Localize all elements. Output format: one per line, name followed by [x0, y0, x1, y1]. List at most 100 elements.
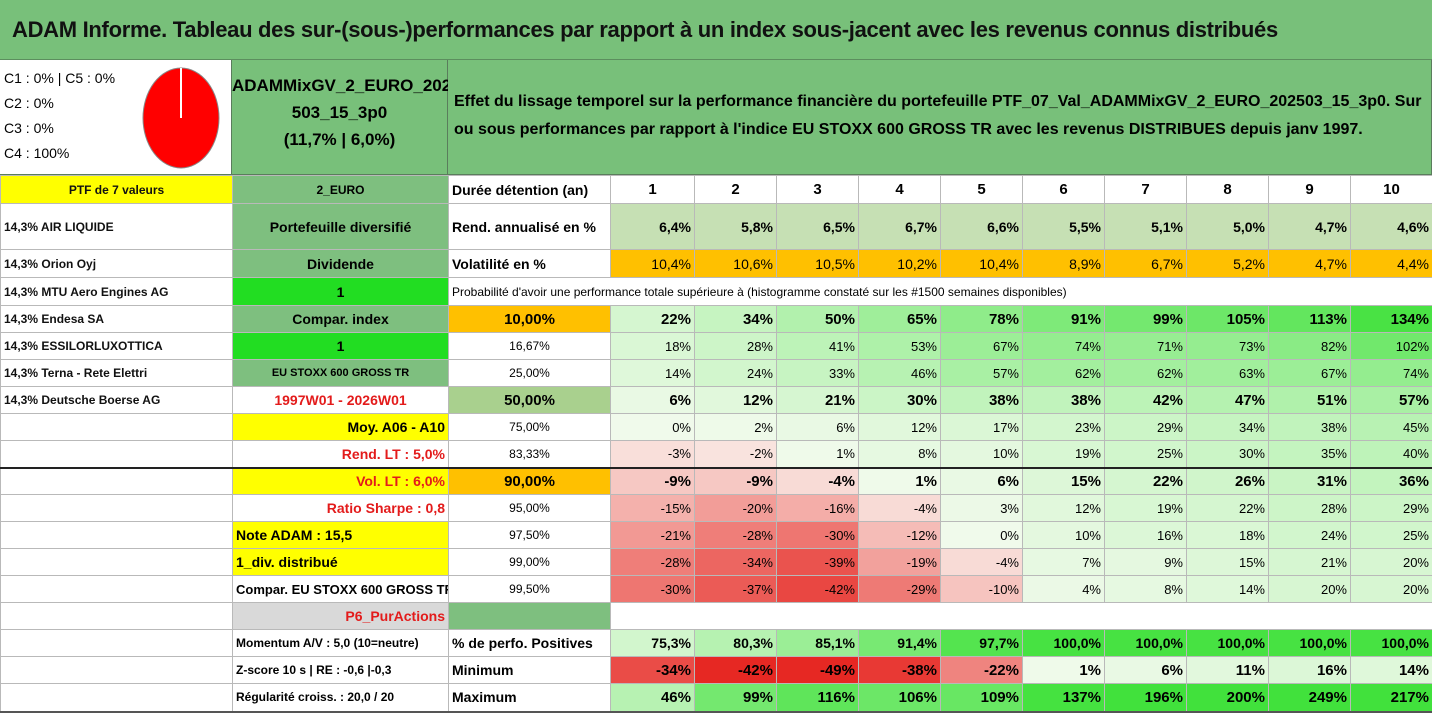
empty-cell	[448, 602, 611, 630]
row-label: 1_div. distribué	[232, 548, 449, 576]
value-cell: -30%	[776, 521, 859, 549]
table-row: Compar. EU STOXX 600 GROSS TR 99,50% -30% -…	[0, 575, 1432, 603]
row-metric-label: 16,67%	[448, 332, 611, 360]
value-cell: 14%	[610, 359, 695, 387]
value-cell: 62%	[1104, 359, 1187, 387]
holding-name: 14,3% Endesa SA	[0, 305, 233, 333]
holding-name	[0, 656, 233, 684]
row-label: Ratio Sharpe : 0,8	[232, 494, 449, 522]
value-cell: 6%	[776, 413, 859, 441]
table-row: 14,3% Endesa SA Compar. index 10,00% 22% 34%…	[0, 305, 1432, 333]
value-cell: 99%	[1104, 305, 1187, 333]
value-cell: 14%	[1350, 656, 1432, 684]
value-cell: -49%	[776, 656, 859, 684]
row-label: Vol. LT : 6,0%	[232, 466, 449, 495]
row-metric-label: Rend. annualisé en %	[448, 203, 611, 250]
value-cell: 10,4%	[940, 249, 1023, 278]
value-cell: 18%	[1186, 521, 1269, 549]
row-label: 1997W01 - 2026W01	[232, 386, 449, 414]
value-cell: 25%	[1104, 440, 1187, 468]
table-row: Note ADAM : 15,5 97,50% -21% -28% -30% -12% 0%…	[0, 521, 1432, 549]
table-header-row: PTF de 7 valeurs 2_EURO Durée détention (a…	[0, 175, 1432, 204]
table-row: Vol. LT : 6,0% 90,00% -9% -9% -4% 1% 6% 15% 22% 2…	[0, 466, 1432, 495]
value-cell: 41%	[776, 332, 859, 360]
value-cell: 2%	[694, 413, 777, 441]
value-cell: 5,8%	[694, 203, 777, 250]
value-cell: 16%	[1268, 656, 1351, 684]
year-header: 6	[1022, 175, 1105, 204]
value-cell: 38%	[1268, 413, 1351, 441]
value-cell: 21%	[776, 386, 859, 414]
value-cell: 28%	[1268, 494, 1351, 522]
value-cell: 102%	[1350, 332, 1432, 360]
value-cell: -2%	[694, 440, 777, 468]
value-cell: 20%	[1350, 548, 1432, 576]
row-label: Moy. A06 - A10	[232, 413, 449, 441]
value-cell: 73%	[1186, 332, 1269, 360]
value-cell: 63%	[1186, 359, 1269, 387]
value-cell: 106%	[858, 683, 941, 713]
row-metric-label: 90,00%	[448, 466, 611, 495]
value-cell: 74%	[1350, 359, 1432, 387]
value-cell: 19%	[1022, 440, 1105, 468]
value-cell: 20%	[1268, 575, 1351, 603]
value-cell: 3%	[940, 494, 1023, 522]
value-cell: -29%	[858, 575, 941, 603]
value-cell: 10,2%	[858, 249, 941, 278]
value-cell: 9%	[1104, 548, 1187, 576]
row-label: Compar. EU STOXX 600 GROSS TR	[232, 575, 449, 603]
value-cell: 8,9%	[1022, 249, 1105, 278]
value-cell: 10,6%	[694, 249, 777, 278]
value-cell: 217%	[1350, 683, 1432, 713]
value-cell: 46%	[858, 359, 941, 387]
row-metric-label: Volatilité en %	[448, 249, 611, 278]
holding-name: 14,3% Orion Oyj	[0, 249, 233, 278]
value-cell: 24%	[1268, 521, 1351, 549]
row-metric-label: 99,50%	[448, 575, 611, 603]
value-cell: 67%	[940, 332, 1023, 360]
row-label: Compar. index	[232, 305, 449, 333]
year-header: 9	[1268, 175, 1351, 204]
value-cell: -38%	[858, 656, 941, 684]
value-cell: -9%	[694, 466, 777, 495]
holding-name: 14,3% ESSILORLUXOTTICA	[0, 332, 233, 360]
row-label: Dividende	[232, 249, 449, 278]
value-cell: 6%	[940, 466, 1023, 495]
composition-pie-chart	[142, 67, 220, 169]
value-cell: 14%	[1186, 575, 1269, 603]
value-cell: 4,6%	[1350, 203, 1432, 250]
value-cell: 19%	[1104, 494, 1187, 522]
value-cell: 6%	[610, 386, 695, 414]
value-cell: -39%	[776, 548, 859, 576]
value-cell: 196%	[1104, 683, 1187, 713]
value-cell: 36%	[1350, 466, 1432, 495]
table-row: 14,3% Orion Oyj Dividende Volatilité en % 1…	[0, 249, 1432, 278]
value-cell: 67%	[1268, 359, 1351, 387]
holding-name: 14,3% Terna - Rete Elettri	[0, 359, 233, 387]
value-cell: 29%	[1104, 413, 1187, 441]
legend-line: C3 : 0%	[4, 120, 54, 136]
performance-table: PTF de 7 valeurs 2_EURO Durée détention (a…	[0, 175, 1432, 713]
row-metric-label: 97,50%	[448, 521, 611, 549]
description-panel: Effet du lissage temporel sur la perform…	[448, 60, 1432, 175]
row-metric-label: 75,00%	[448, 413, 611, 441]
year-header: 2	[694, 175, 777, 204]
value-cell: 1%	[858, 466, 941, 495]
value-cell: 99%	[694, 683, 777, 713]
value-cell: -12%	[858, 521, 941, 549]
value-cell: 116%	[776, 683, 859, 713]
composition-panel: C1 : 0% | C5 : 0% C2 : 0% C3 : 0% C4 : 1…	[0, 60, 232, 175]
value-cell: 15%	[1186, 548, 1269, 576]
value-cell: 97,7%	[940, 629, 1023, 657]
value-cell: -34%	[610, 656, 695, 684]
value-cell: 100,0%	[1186, 629, 1269, 657]
value-cell: 16%	[1104, 521, 1187, 549]
year-header: 1	[610, 175, 695, 204]
value-cell: 5,0%	[1186, 203, 1269, 250]
year-header: 8	[1186, 175, 1269, 204]
table-row: P6_PurActions	[0, 602, 1432, 630]
value-cell: 5,1%	[1104, 203, 1187, 250]
value-cell: 46%	[610, 683, 695, 713]
value-cell: -28%	[694, 521, 777, 549]
table-row: Régularité croiss. : 20,0 / 20 Maximum 46%…	[0, 683, 1432, 713]
